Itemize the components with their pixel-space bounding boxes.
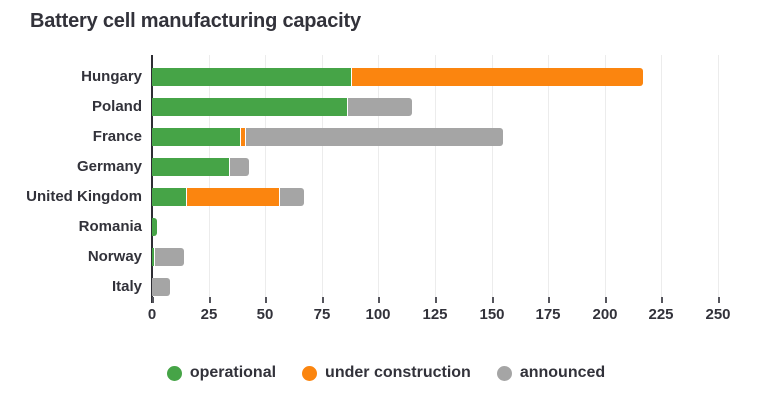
x-tick-200	[605, 297, 607, 303]
legend-label-under-construction: under construction	[325, 364, 471, 381]
x-tick-75	[322, 297, 324, 303]
legend-item-announced[interactable]: announced	[496, 364, 606, 382]
bar-segment-france-announced[interactable]	[245, 128, 503, 146]
bar-segment-germany-announced[interactable]	[229, 158, 250, 176]
category-label-united-kingdom: United Kingdom	[26, 188, 142, 205]
x-tick-225	[661, 297, 663, 303]
legend-item-under-construction[interactable]: under construction	[302, 364, 471, 382]
legend-item-operational[interactable]: operational	[166, 364, 277, 382]
x-tick-label-50: 50	[256, 306, 274, 323]
bar-segment-france-under-construction[interactable]	[241, 128, 245, 146]
x-tick-125	[435, 297, 437, 303]
x-tick-label-125: 125	[422, 306, 448, 323]
gridline-125	[435, 55, 436, 297]
gridline-175	[548, 55, 549, 297]
x-tick-25	[209, 297, 211, 303]
x-tick-label-25: 25	[200, 306, 218, 323]
legend-dot-operational-icon	[166, 365, 182, 381]
category-label-romania: Romania	[78, 218, 142, 235]
legend-label-announced: announced	[519, 364, 606, 381]
bar-segment-romania-operational[interactable]	[152, 218, 157, 236]
gridline-250	[718, 55, 719, 297]
category-label-france: France	[92, 128, 142, 145]
x-tick-250	[718, 297, 720, 303]
gridline-200	[605, 55, 606, 297]
y-axis-line	[151, 55, 153, 303]
bar-segment-poland-operational[interactable]	[152, 98, 347, 116]
gridline-225	[661, 55, 662, 297]
bar-segment-poland-announced[interactable]	[347, 98, 413, 116]
x-tick-label-0: 0	[147, 306, 157, 323]
category-label-germany: Germany	[76, 158, 142, 175]
category-label-hungary: Hungary	[81, 68, 142, 85]
category-label-italy: Italy	[111, 278, 142, 295]
bar-segment-united-kingdom-operational[interactable]	[152, 188, 186, 206]
legend-dot-announced-icon	[496, 365, 512, 381]
gridline-50	[265, 55, 266, 297]
x-tick-label-75: 75	[313, 306, 331, 323]
bar-segment-hungary-under-construction[interactable]	[352, 68, 644, 86]
category-label-poland: Poland	[91, 98, 142, 115]
bar-segment-united-kingdom-under-construction[interactable]	[186, 188, 279, 206]
category-label-norway: Norway	[87, 248, 142, 265]
x-tick-label-150: 150	[479, 306, 505, 323]
gridline-25	[209, 55, 210, 297]
x-tick-label-100: 100	[365, 306, 391, 323]
x-tick-label-175: 175	[535, 306, 561, 323]
bar-segment-norway-operational[interactable]	[152, 248, 155, 266]
plot-area	[151, 55, 720, 303]
gridline-150	[492, 55, 493, 297]
x-tick-label-225: 225	[648, 306, 674, 323]
x-tick-label-250: 250	[705, 306, 731, 323]
x-tick-label-200: 200	[592, 306, 618, 323]
bar-segment-united-kingdom-announced[interactable]	[279, 188, 304, 206]
gridline-75	[322, 55, 323, 297]
legend-dot-under-construction-icon	[302, 365, 318, 381]
bar-segment-france-operational[interactable]	[152, 128, 241, 146]
bar-segment-hungary-operational[interactable]	[152, 68, 352, 86]
bar-segment-germany-operational[interactable]	[152, 158, 229, 176]
chart-title: Battery cell manufacturing capacity	[30, 10, 361, 32]
gridline-100	[378, 55, 379, 297]
legend-label-operational: operational	[189, 364, 277, 381]
x-tick-50	[265, 297, 267, 303]
legend: operational under construction announced	[0, 364, 772, 382]
x-tick-150	[492, 297, 494, 303]
x-tick-0	[152, 297, 154, 303]
x-tick-100	[378, 297, 380, 303]
bar-segment-italy-announced[interactable]	[152, 278, 171, 296]
x-tick-175	[548, 297, 550, 303]
bar-segment-norway-announced[interactable]	[155, 248, 184, 266]
